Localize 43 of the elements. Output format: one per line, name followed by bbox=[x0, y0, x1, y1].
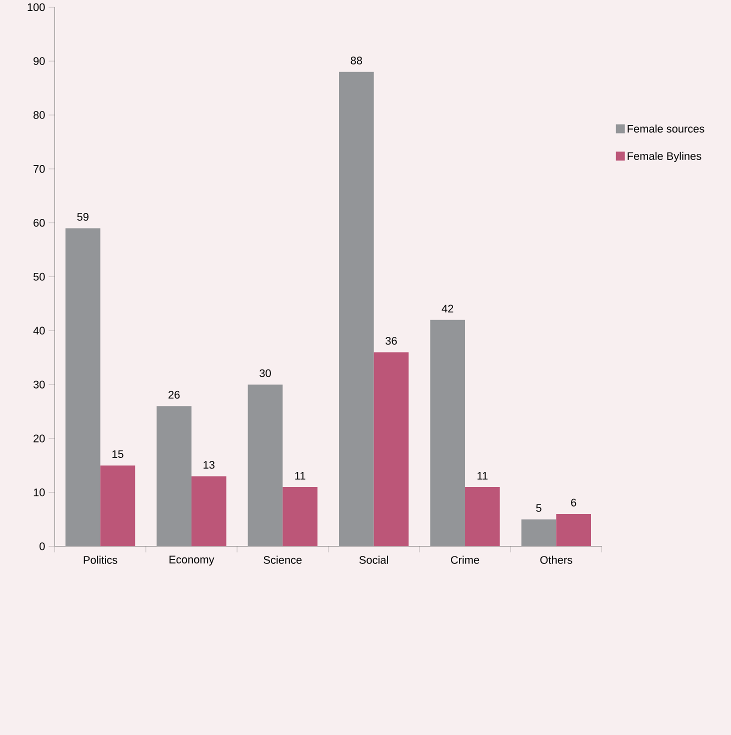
x-tick-label: Crime bbox=[450, 556, 480, 564]
bar bbox=[248, 384, 283, 546]
y-tick-label: 100 bbox=[28, 3, 45, 12]
y-tick-label: 20 bbox=[34, 434, 45, 442]
data-label: 11 bbox=[295, 472, 306, 480]
data-label: 36 bbox=[386, 336, 397, 345]
legend-label: Female sources bbox=[628, 124, 704, 133]
y-tick-label: 30 bbox=[33, 380, 45, 388]
data-label: 42 bbox=[442, 304, 454, 312]
y-tick-label: 10 bbox=[34, 488, 45, 496]
data-label: 30 bbox=[260, 369, 271, 378]
bar bbox=[374, 352, 409, 546]
data-label: 88 bbox=[350, 56, 362, 64]
y-tick-label: 50 bbox=[33, 272, 45, 281]
bar bbox=[65, 228, 100, 546]
data-label: 15 bbox=[112, 450, 124, 458]
data-label: 5 bbox=[536, 504, 542, 512]
bar bbox=[156, 406, 192, 546]
x-tick-label: Others bbox=[540, 556, 572, 564]
data-label: 13 bbox=[204, 460, 214, 469]
bar bbox=[556, 514, 591, 546]
data-label: 11 bbox=[478, 472, 488, 480]
y-tick-label: 60 bbox=[34, 218, 45, 227]
legend-label: Female Bylines bbox=[628, 152, 702, 162]
bar bbox=[191, 476, 226, 546]
x-tick-label: Politics bbox=[84, 556, 118, 564]
bar bbox=[430, 320, 465, 546]
data-label: 59 bbox=[77, 212, 88, 221]
y-tick-label: 40 bbox=[33, 326, 45, 335]
data-label: 6 bbox=[571, 498, 576, 506]
x-tick-label: Economy bbox=[170, 556, 214, 566]
bar bbox=[464, 487, 500, 546]
y-tick-label: 70 bbox=[34, 165, 45, 173]
x-tick-label: Social bbox=[359, 556, 388, 564]
bar bbox=[338, 72, 374, 546]
y-tick-label: 80 bbox=[33, 111, 45, 119]
data-label: 26 bbox=[168, 390, 180, 399]
y-tick-label: 90 bbox=[34, 57, 45, 65]
x-tick-label: Science bbox=[264, 556, 302, 564]
y-tick-label: 0 bbox=[40, 542, 45, 550]
bar bbox=[521, 519, 556, 546]
bar bbox=[282, 487, 318, 546]
bar bbox=[100, 465, 136, 546]
